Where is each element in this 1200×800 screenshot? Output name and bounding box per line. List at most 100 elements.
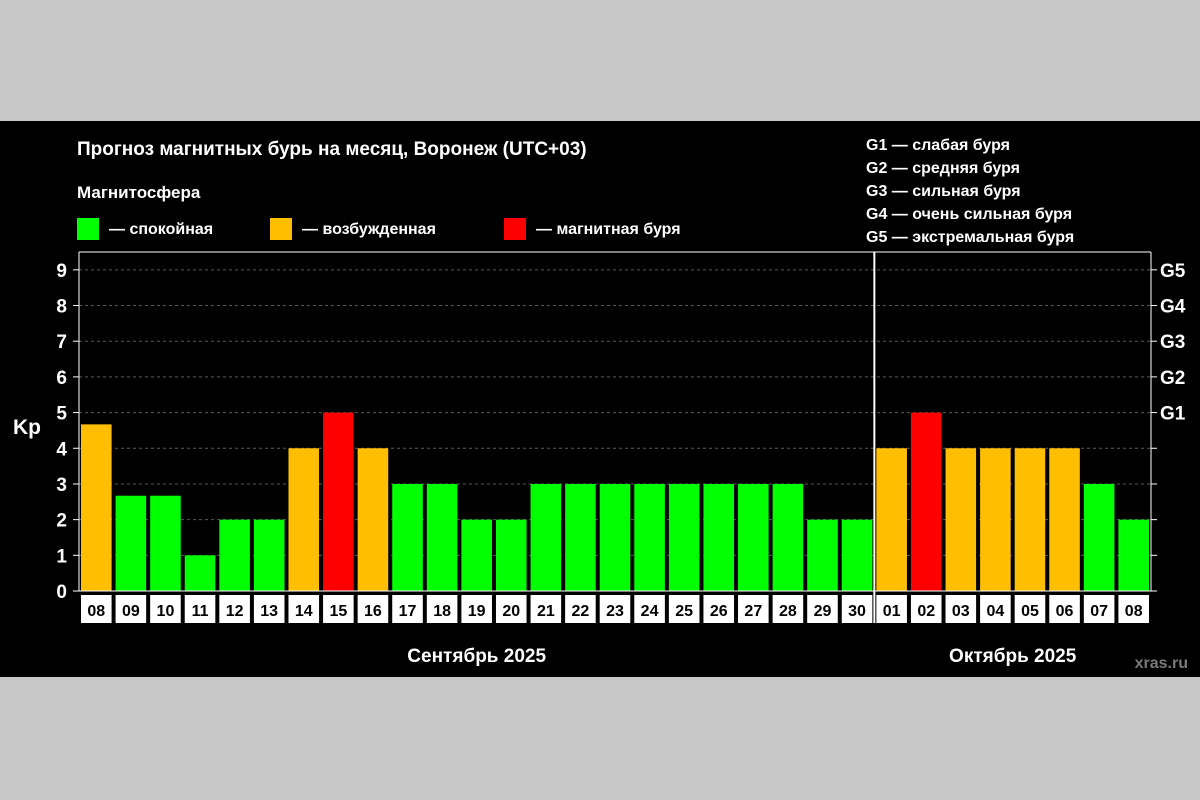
bar-26-18 [703, 483, 735, 591]
bar-03-25 [945, 448, 977, 591]
date-label: 18 [433, 603, 451, 620]
y-tick-label: 1 [56, 546, 67, 567]
date-label: 13 [260, 603, 278, 620]
date-cell [150, 595, 181, 623]
bar-18-10 [426, 483, 458, 591]
chart-subtitle: Магнитосфера [77, 183, 201, 202]
date-label: 26 [710, 603, 728, 620]
date-label: 29 [814, 603, 832, 620]
date-label: 12 [226, 603, 244, 620]
date-cell [1118, 595, 1149, 623]
storm-scale-legend: G1 — слабая буря G2 — средняя буря G3 — … [866, 137, 1074, 246]
date-cell [841, 595, 873, 623]
date-cell [1014, 595, 1046, 623]
bar-30-22 [841, 519, 873, 591]
storm-scale-g1: G1 — слабая буря [866, 137, 1010, 154]
bar-17-9 [392, 483, 423, 591]
legend-label-calm: — спокойная [109, 221, 213, 238]
date-label: 17 [399, 603, 417, 620]
legend-label-excited: — возбужденная [302, 221, 436, 238]
chart-panel: Прогноз магнитных бурь на месяц, Воронеж… [0, 121, 1200, 677]
bar-12-4 [219, 519, 250, 591]
bar-23-15 [599, 483, 631, 591]
date-cell [738, 595, 769, 623]
bar-02-24 [910, 412, 942, 591]
bar-10-2 [150, 495, 181, 591]
date-cell [530, 595, 562, 623]
bar-28-20 [772, 483, 804, 591]
bar-08-30 [1118, 519, 1149, 591]
date-label: 03 [952, 603, 970, 620]
bar-19-11 [461, 519, 492, 591]
month-label-0: Сентябрь 2025 [407, 646, 546, 667]
y-tick-label: 2 [56, 511, 67, 532]
date-cell [495, 595, 527, 623]
month-labels: Сентябрь 2025 Октябрь 2025 [407, 646, 1076, 667]
y-tick-label: 8 [56, 297, 67, 318]
date-cell [703, 595, 735, 623]
y-tick-label: 3 [56, 475, 67, 496]
date-label: 08 [87, 603, 105, 620]
date-cell [115, 595, 147, 623]
bar-13-5 [253, 519, 285, 591]
date-label: 10 [157, 603, 175, 620]
chart-title: Прогноз магнитных бурь на месяц, Воронеж… [77, 139, 587, 160]
date-label: 21 [537, 603, 555, 620]
y-tick-label: 9 [56, 261, 67, 282]
date-cell [634, 595, 665, 623]
legend-label-storm: — магнитная буря [536, 221, 681, 238]
storm-scale-g3: G3 — сильная буря [866, 183, 1021, 200]
g-tick-label: G4 [1160, 297, 1186, 318]
date-label: 24 [641, 603, 659, 620]
date-label: 01 [883, 603, 901, 620]
legend-swatch-calm [77, 218, 99, 240]
g-tick-label: G3 [1160, 332, 1185, 353]
y-tick-label: 4 [56, 439, 67, 460]
source-watermark: xras.ru [1135, 655, 1188, 672]
bar-09-1 [115, 495, 147, 591]
date-cell [876, 595, 907, 623]
date-cell [426, 595, 458, 623]
date-cell [461, 595, 492, 623]
date-cell [184, 595, 216, 623]
date-cell [807, 595, 838, 623]
date-label: 02 [917, 603, 935, 620]
bar-16-8 [357, 448, 389, 591]
bar-21-13 [530, 483, 562, 591]
date-label: 11 [192, 603, 209, 620]
date-label: 16 [364, 603, 382, 620]
date-cell [219, 595, 250, 623]
date-label: 04 [986, 603, 1004, 620]
y-axis-ticks: 0 1 2 3 4 5 6 7 8 9 [56, 261, 79, 603]
date-label: 07 [1090, 603, 1108, 620]
date-label: 19 [468, 603, 486, 620]
storm-scale-g2: G2 — средняя буря [866, 160, 1020, 177]
date-label: 27 [744, 603, 762, 620]
date-cell [910, 595, 942, 623]
bar-22-14 [565, 483, 596, 591]
bar-05-27 [1014, 448, 1046, 591]
bar-08-0 [81, 424, 112, 591]
g-tick-label: G2 [1160, 368, 1185, 389]
g-scale-axis-ticks: G1 G2 G3 G4 G5 [1151, 261, 1186, 592]
date-cell [1083, 595, 1115, 623]
bar-14-6 [288, 448, 320, 591]
date-label: 30 [848, 603, 866, 620]
date-label: 25 [675, 603, 693, 620]
bar-11-3 [184, 555, 216, 591]
date-label: 08 [1125, 603, 1143, 620]
date-cell [772, 595, 804, 623]
date-label: 06 [1056, 603, 1074, 620]
legend-swatch-storm [504, 218, 526, 240]
magnetic-storm-chart: Прогноз магнитных бурь на месяц, Воронеж… [13, 137, 1188, 672]
date-cell [357, 595, 389, 623]
date-cell [599, 595, 631, 623]
date-cell [565, 595, 596, 623]
bar-15-7 [323, 412, 354, 591]
date-label: 20 [502, 603, 520, 620]
date-cell [392, 595, 423, 623]
bar-29-21 [807, 519, 838, 591]
g-tick-label: G1 [1160, 404, 1186, 425]
y-tick-label: 0 [56, 582, 67, 603]
date-cell [980, 595, 1011, 623]
